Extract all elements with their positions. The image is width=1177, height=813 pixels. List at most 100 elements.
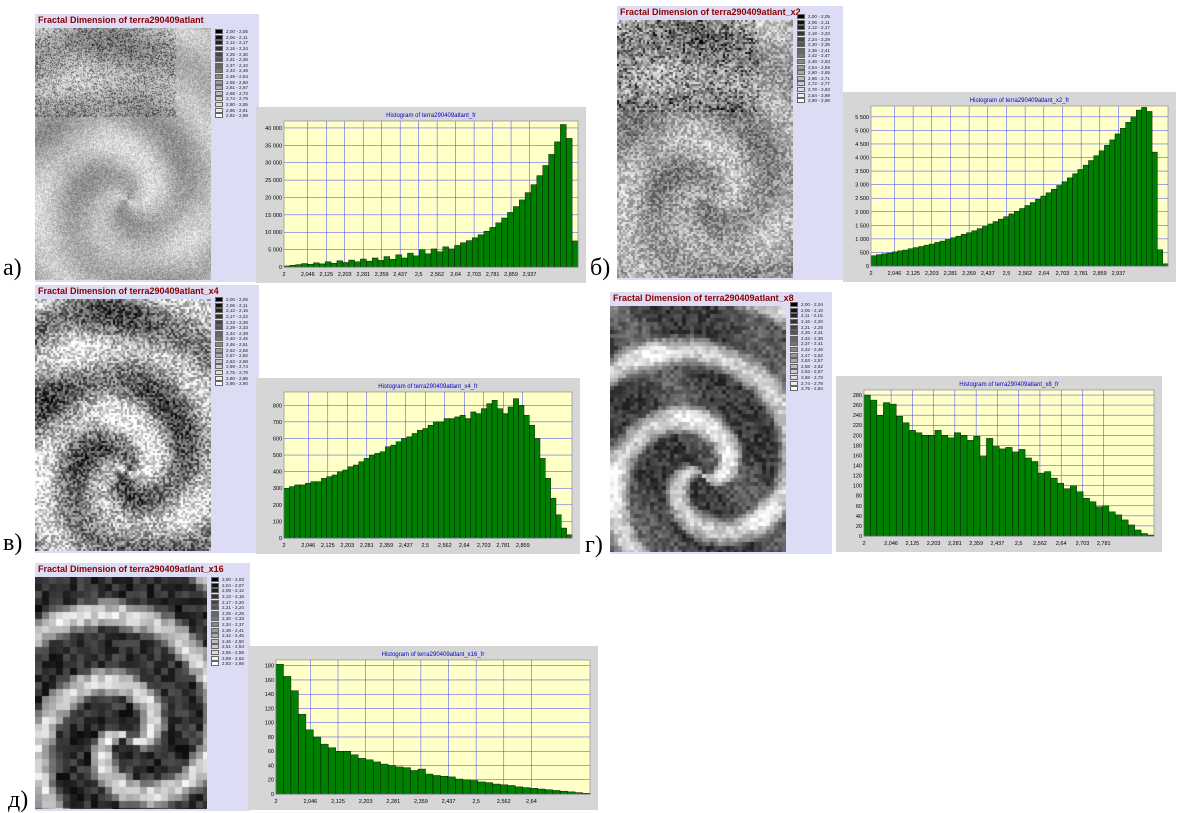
y-tick-label: 0 [279, 265, 282, 271]
histogram-bar [941, 435, 948, 537]
legend-entry: 2,12 - 2,16 [215, 308, 248, 314]
legend-label: 2,36 - 2,41 [808, 47, 830, 53]
legend-entry: 2,12 - 2,17 [797, 25, 830, 31]
legend-entry: 2,84 - 2,89 [797, 92, 830, 98]
legend-label: 2,12 - 2,17 [808, 25, 830, 31]
legend-label: 2,12 - 2,17 [226, 40, 248, 46]
histogram-bar [986, 438, 994, 537]
histogram-bar [876, 414, 884, 537]
x-tick-label: 2,437 [991, 541, 1005, 547]
histogram-bar [921, 435, 929, 537]
chart-title: Histogram of terra290409atlant_x4_fr [378, 384, 477, 390]
histogram-bar [913, 247, 919, 267]
histogram-bar [939, 240, 946, 267]
legend-entry: 2,06 - 2,11 [215, 302, 248, 309]
histogram-bar [422, 428, 429, 539]
legend-entry: 2,12 - 2,17 [215, 40, 248, 46]
map-legend: 2,00 - 2,05 2,06 - 2,11 2,12 - 2,16 2,17 - … [215, 297, 248, 387]
legend-swatch [215, 96, 223, 102]
histogram-bar [950, 237, 957, 267]
legend-label: 2,00 - 2,05 [808, 14, 830, 20]
histogram-bar [442, 246, 449, 268]
histogram-bar [358, 461, 365, 539]
legend-swatch [797, 81, 805, 87]
histogram-bar [492, 783, 501, 795]
histogram-bar [554, 141, 561, 268]
histogram-bar [1077, 169, 1084, 267]
y-tick-label: 3 500 [855, 169, 869, 175]
legend-label: 2,40 - 2,45 [226, 336, 248, 342]
histogram-bar [417, 768, 426, 795]
legend-swatch [211, 644, 219, 650]
x-tick-label: 2,281 [386, 799, 400, 805]
histogram-bar [389, 259, 396, 268]
histogram-bar [365, 759, 374, 795]
legend-entry: 2,18 - 2,24 [215, 46, 248, 52]
chart-title: Histogram of terra290409atlant_x2_fr [970, 98, 1069, 104]
legend-label: 2,38 - 2,41 [222, 627, 244, 633]
fractal-map-window: Fractal Dimension of terra290409atlant_x… [35, 563, 250, 811]
x-tick-label: 2 [862, 541, 865, 547]
legend-swatch [797, 19, 805, 25]
legend-entry: 2,04 - 2,07 [211, 582, 244, 589]
histogram-bar [518, 405, 525, 539]
x-tick-label: 2,203 [927, 541, 941, 547]
histogram-bar [358, 758, 366, 795]
histogram-bar [1024, 205, 1031, 267]
y-tick-label: 500 [860, 250, 869, 256]
legend-swatch [215, 74, 223, 80]
legend-swatch [790, 307, 798, 313]
x-tick-label: 2,203 [338, 272, 352, 278]
histogram-bar [992, 446, 1000, 537]
x-tick-label: 2,937 [523, 272, 537, 278]
x-tick-label: 2 [274, 799, 277, 805]
histogram-bar [289, 486, 295, 539]
histogram-bar [1130, 116, 1137, 267]
legend-swatch [790, 335, 798, 341]
y-tick-label: 0 [866, 264, 869, 270]
x-tick-label: 2,562 [438, 543, 452, 549]
legend-entry: 2,30 - 2,35 [797, 42, 830, 48]
legend-entry: 2,92 - 2,98 [215, 113, 248, 119]
legend-swatch [215, 102, 223, 108]
y-tick-label: 5 000 [268, 248, 282, 254]
legend-entry: 2,72 - 2,77 [797, 81, 830, 87]
legend-entry: 2,86 - 2,90 [215, 381, 248, 387]
legend-label: 2,46 - 2,50 [222, 638, 244, 644]
panel-label: в) [3, 530, 23, 556]
histogram-bar [500, 784, 508, 795]
legend-entry: 2,42 - 2,47 [797, 53, 830, 59]
histogram-bar [1005, 447, 1013, 537]
histogram-bar [477, 234, 485, 268]
legend-label: 2,00 - 2,05 [226, 29, 248, 35]
histogram-bar [571, 240, 579, 268]
y-tick-label: 30 000 [265, 161, 282, 167]
y-tick-label: 280 [853, 393, 862, 399]
x-tick-label: 2,5 [415, 272, 423, 278]
legend-label: 2,53 - 2,57 [801, 358, 823, 364]
x-tick-label: 2,64 [1038, 271, 1049, 277]
map-title: Fractal Dimension of terra290409atlant [38, 15, 204, 25]
legend-entry: 2,59 - 2,62 [211, 655, 244, 661]
histogram-bar [955, 235, 962, 267]
x-tick-label: 2,046 [884, 541, 898, 547]
legend-label: 2,11 - 2,15 [801, 313, 823, 319]
histogram-bar [947, 437, 955, 537]
legend-label: 2,17 - 2,22 [226, 314, 248, 320]
histogram-bar [945, 239, 951, 267]
y-tick-label: 20 [268, 778, 274, 784]
histogram-bar [1108, 511, 1116, 537]
legend-entry: 2,46 - 2,50 [211, 638, 244, 645]
x-tick-label: 2,125 [905, 541, 919, 547]
histogram-bar [976, 228, 983, 267]
legend-label: 2,55 - 2,60 [226, 79, 248, 85]
legend-label: 2,46 - 2,51 [226, 342, 248, 348]
legend-swatch [797, 36, 805, 42]
panel-label: а) [3, 255, 22, 281]
legend-swatch [797, 98, 805, 104]
legend-label: 2,34 - 2,37 [222, 622, 244, 628]
histogram-bar [424, 253, 432, 268]
legend-label: 2,21 - 2,25 [801, 324, 823, 330]
legend-swatch [215, 381, 223, 387]
histogram-bar [401, 438, 407, 539]
